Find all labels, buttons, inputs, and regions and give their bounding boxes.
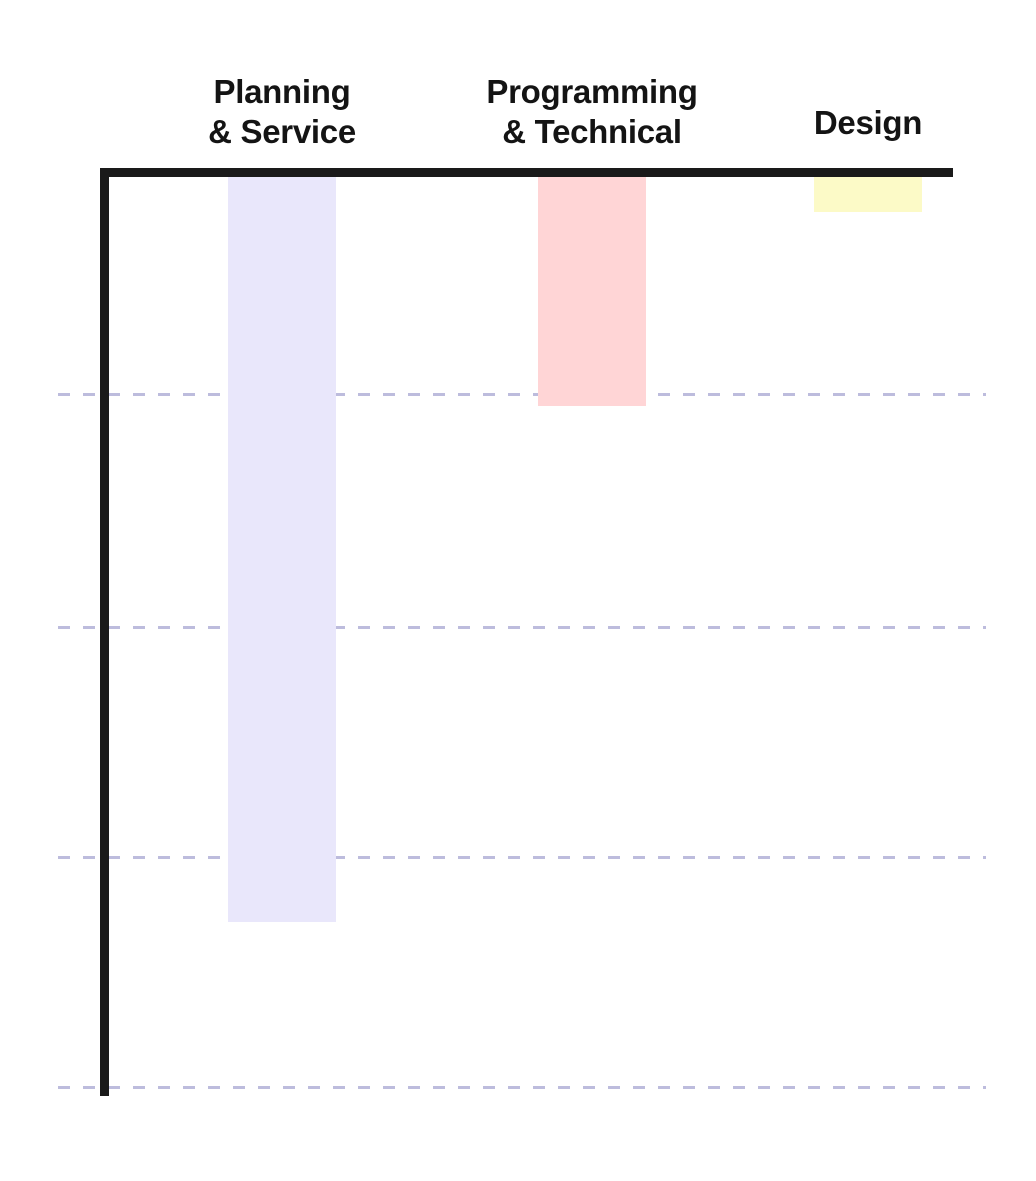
column-label-line: Programming [486,73,698,110]
bar-programming-technical [538,172,646,406]
x-axis-line [100,168,953,177]
gridline [58,626,986,629]
column-label-line: Planning [213,73,351,110]
column-label-line: & Service [208,113,356,150]
bar-design [814,172,922,212]
y-axis-line [100,168,109,1096]
column-label-programming-technical: Programming & Technical [486,72,698,152]
bar-planning-service [228,172,336,922]
column-label-planning-service: Planning & Service [208,72,356,152]
gridline [58,393,986,396]
gridline [58,856,986,859]
column-label-design: Design [813,103,923,143]
column-label-line: Design [813,104,923,141]
gridline [58,1086,986,1089]
column-label-line: & Technical [502,113,682,150]
